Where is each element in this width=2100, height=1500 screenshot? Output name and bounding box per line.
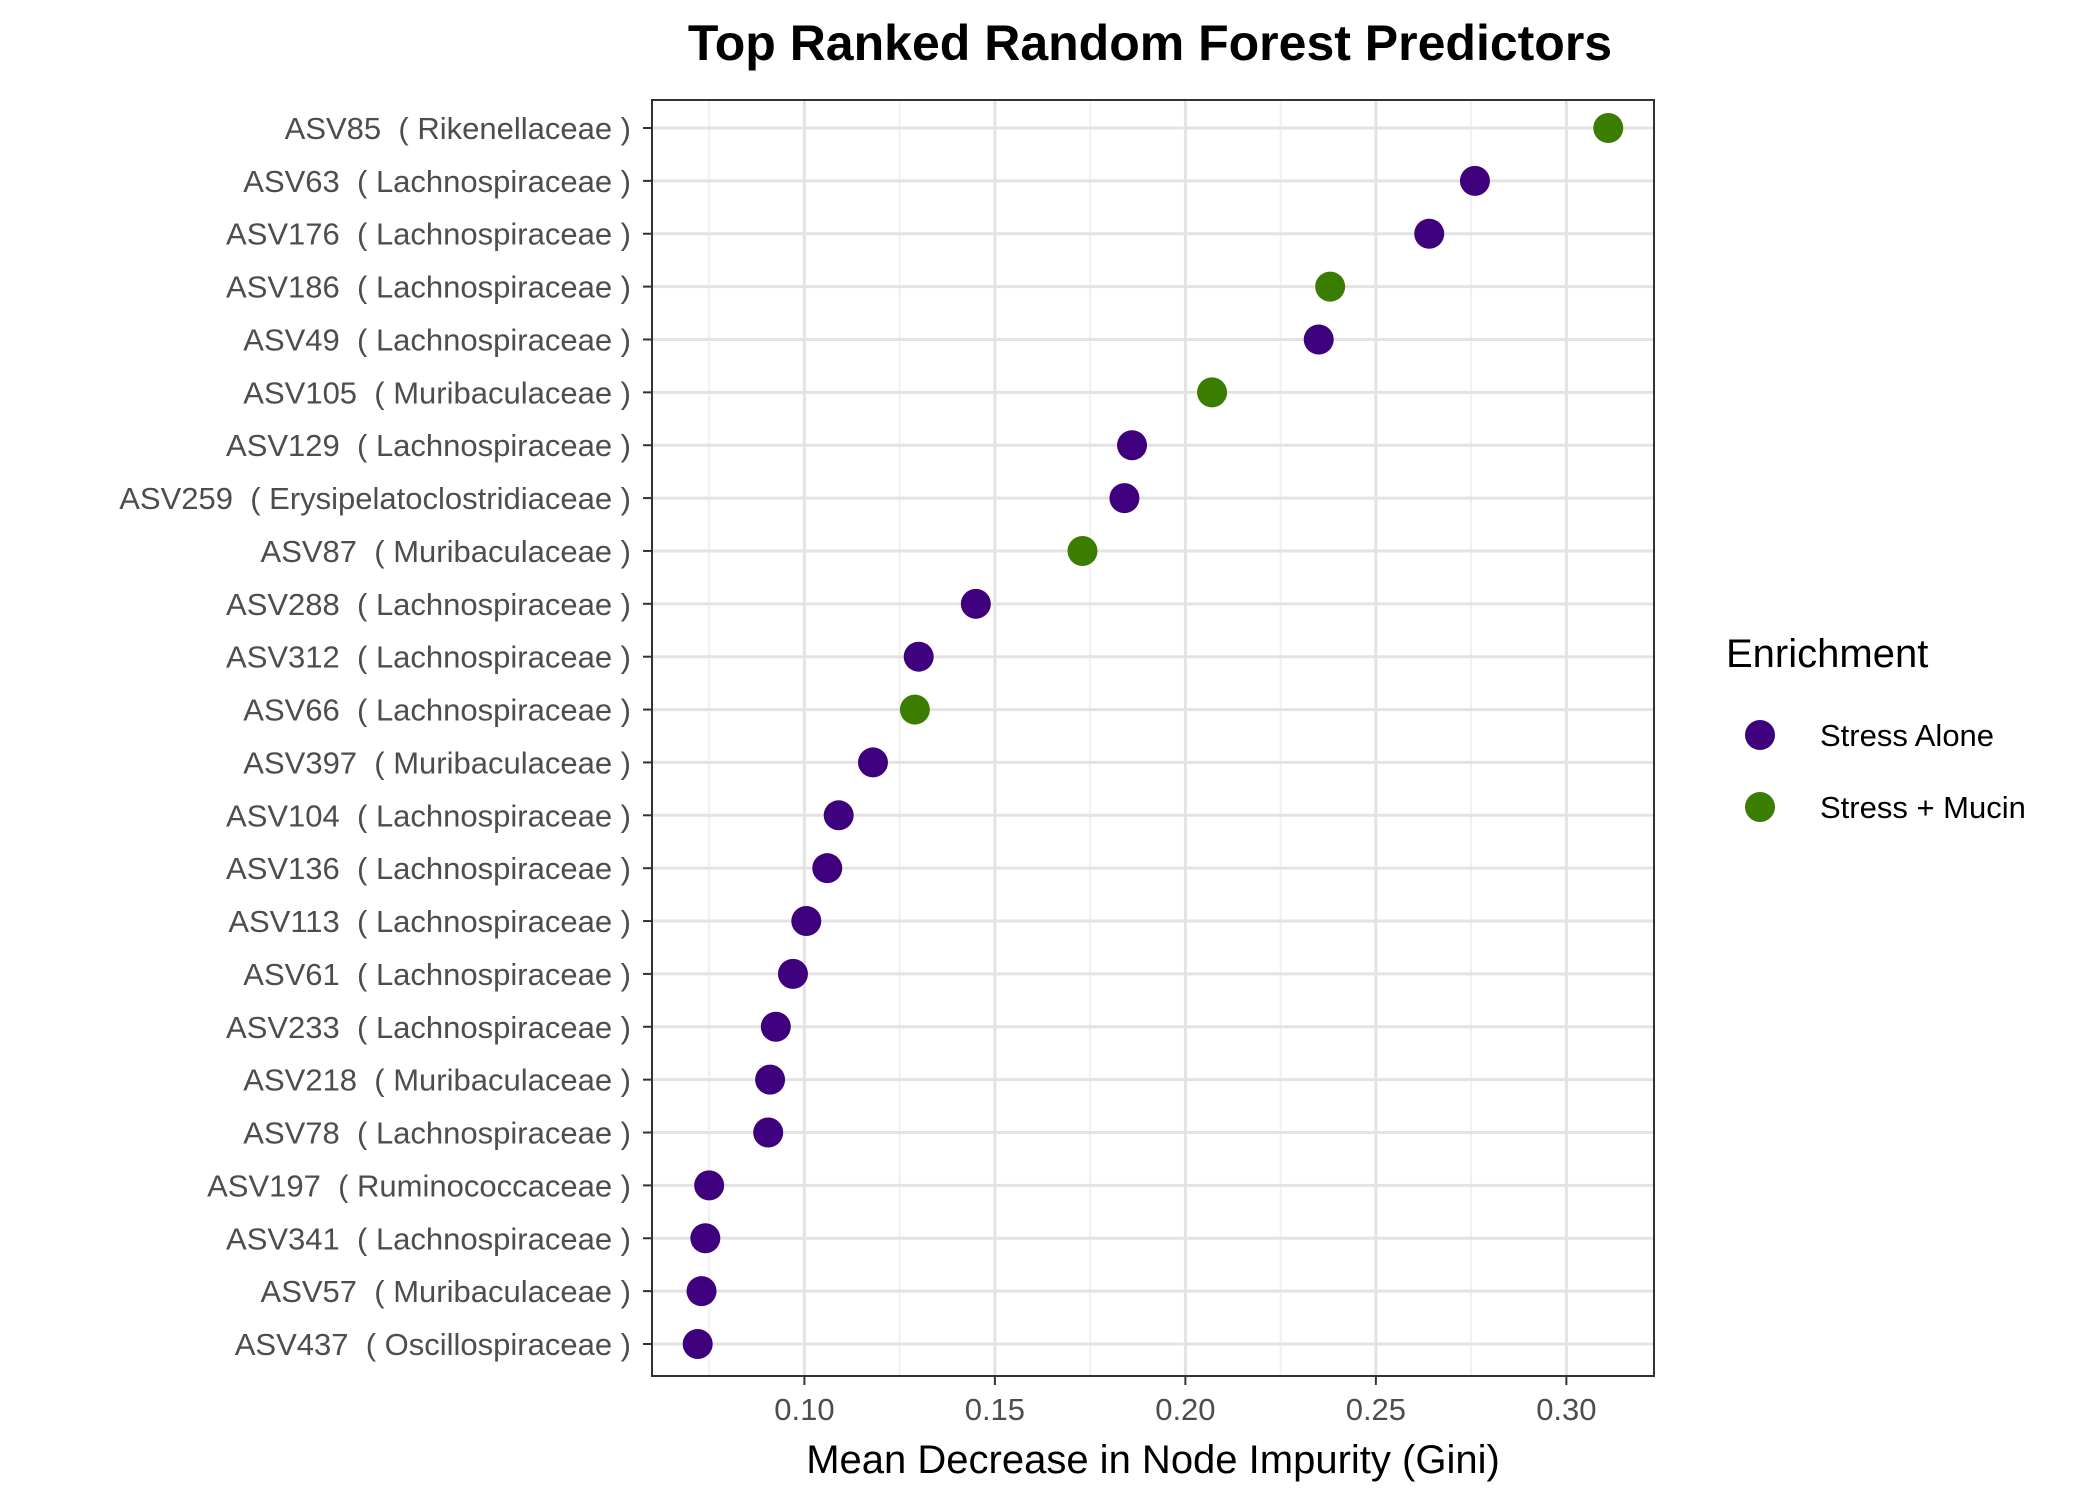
data-point	[682, 1329, 713, 1359]
data-point	[1459, 165, 1490, 196]
data-point	[753, 1117, 784, 1148]
y-tick-label: ASV136 ( Lachnospiraceae )	[226, 851, 631, 886]
y-tick-label: ASV66 ( Lachnospiraceae )	[243, 693, 631, 728]
data-point	[960, 588, 991, 619]
data-point	[760, 1011, 791, 1042]
x-axis: 0.10 0.15 0.20 0.25 0.30	[774, 1376, 1597, 1427]
x-tick-label: 0.10	[774, 1392, 834, 1427]
data-point	[777, 958, 808, 989]
y-tick-label: ASV218 ( Muribaculaceae )	[243, 1063, 631, 1098]
x-tick-label: 0.25	[1346, 1392, 1406, 1427]
plot-background	[652, 100, 1654, 1376]
data-point	[1414, 218, 1445, 249]
data-point	[755, 1064, 786, 1095]
data-point	[1109, 483, 1140, 514]
y-tick-label: ASV437 ( Oscillospiraceae )	[235, 1327, 631, 1362]
data-point	[686, 1276, 717, 1307]
y-tick-label: ASV176 ( Lachnospiraceae )	[226, 217, 631, 252]
y-tick-label: ASV259 ( Erysipelatoclostridiaceae )	[119, 481, 631, 516]
y-tick-label: ASV233 ( Lachnospiraceae )	[226, 1010, 631, 1045]
x-tick-label: 0.30	[1536, 1392, 1596, 1427]
y-tick-label: ASV197 ( Ruminococcaceae )	[207, 1168, 631, 1203]
y-tick-label: ASV63 ( Lachnospiraceae )	[243, 164, 631, 199]
y-tick-label: ASV61 ( Lachnospiraceae )	[243, 957, 631, 992]
data-point	[1067, 535, 1098, 566]
data-point	[791, 906, 822, 937]
data-point	[823, 800, 854, 831]
points-layer	[682, 113, 1624, 1359]
y-axis: ASV85 ( Rikenellaceae ) ASV63 ( Lachnospi…	[119, 111, 652, 1362]
y-tick-label: ASV397 ( Muribaculaceae )	[243, 745, 631, 780]
y-tick-label: ASV85 ( Rikenellaceae )	[285, 111, 631, 146]
y-tick-label: ASV87 ( Muribaculaceae )	[261, 534, 631, 569]
legend-key	[1745, 792, 1775, 822]
y-tick-label: ASV186 ( Lachnospiraceae )	[226, 270, 631, 305]
y-tick-label: ASV288 ( Lachnospiraceae )	[226, 587, 631, 622]
x-tick-label: 0.15	[965, 1392, 1025, 1427]
data-point	[812, 853, 843, 884]
y-tick-label: ASV78 ( Lachnospiraceae )	[243, 1116, 631, 1151]
data-point	[899, 694, 930, 725]
data-point	[857, 747, 888, 778]
data-point	[694, 1170, 725, 1201]
legend-label: Stress Alone	[1820, 718, 1994, 753]
legend-title: Enrichment	[1726, 632, 1928, 676]
plot-panel	[651, 99, 1655, 1377]
data-point	[1315, 271, 1346, 302]
x-axis-label: Mean Decrease in Node Impurity (Gini)	[806, 1438, 1500, 1482]
legend: Enrichment Stress Alone Stress + Mucin	[1726, 632, 2026, 825]
y-tick-label: ASV113 ( Lachnospiraceae )	[228, 904, 631, 939]
data-point	[1197, 377, 1228, 408]
y-tick-label: ASV49 ( Lachnospiraceae )	[243, 322, 631, 357]
data-point	[1593, 113, 1624, 143]
grid-minor	[708, 100, 1473, 1376]
x-tick-label: 0.20	[1155, 1392, 1215, 1427]
legend-key	[1745, 720, 1775, 750]
y-tick-label: ASV57 ( Muribaculaceae )	[261, 1274, 631, 1309]
y-tick-label: ASV341 ( Lachnospiraceae )	[226, 1221, 631, 1256]
y-tick-label: ASV104 ( Lachnospiraceae )	[226, 798, 631, 833]
data-point	[1303, 324, 1334, 355]
data-point	[690, 1223, 721, 1254]
legend-label: Stress + Mucin	[1820, 790, 2026, 825]
y-tick-label: ASV105 ( Muribaculaceae )	[243, 375, 631, 410]
y-tick-label: ASV129 ( Lachnospiraceae )	[226, 428, 631, 463]
grid-major	[652, 100, 1654, 1376]
data-point	[1117, 430, 1148, 461]
plot-border	[651, 99, 1655, 1377]
chart-title: Top Ranked Random Forest Predictors	[688, 15, 1612, 71]
y-tick-label: ASV312 ( Lachnospiraceae )	[226, 640, 631, 675]
data-point	[903, 641, 934, 672]
legend-entries: Stress Alone Stress + Mucin	[1745, 718, 2026, 825]
